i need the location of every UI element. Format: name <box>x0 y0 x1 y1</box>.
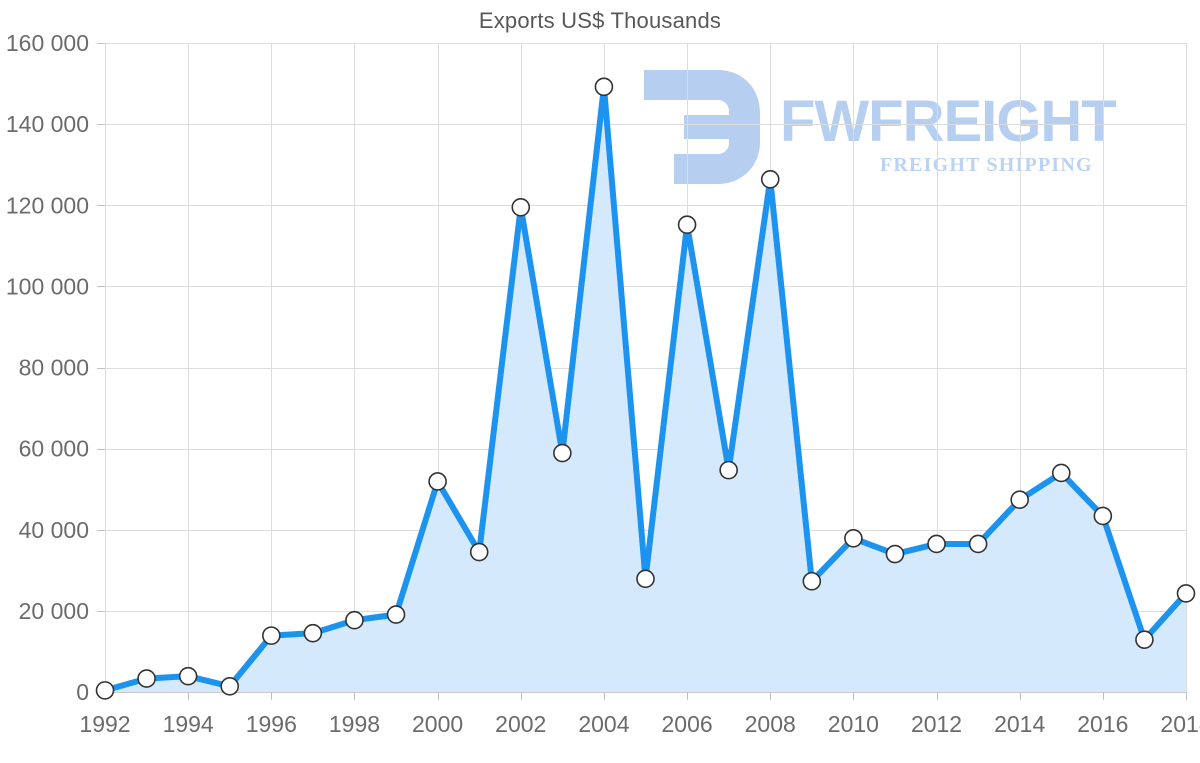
x-axis-tick-label: 2012 <box>911 711 962 737</box>
data-point-marker[interactable] <box>968 534 988 554</box>
y-axis-tick-label: 120 000 <box>6 192 89 218</box>
data-point-marker[interactable] <box>137 669 156 688</box>
data-point-marker[interactable] <box>760 169 780 189</box>
y-axis-tick-label: 60 000 <box>19 436 89 462</box>
x-axis-tick-label: 2006 <box>661 711 712 737</box>
data-point-marker[interactable] <box>1135 630 1154 649</box>
data-point-markers-group <box>95 77 1196 700</box>
y-axis-tick-labels-group: 0 20 000 40 000 60 000 80 000 100 000 120 000 1… <box>6 30 89 705</box>
x-axis-tick-label: 2016 <box>1077 711 1128 737</box>
x-axis-tick-label: 2014 <box>994 711 1045 737</box>
data-point-marker[interactable] <box>511 197 531 217</box>
data-point-marker[interactable] <box>262 626 281 645</box>
data-point-marker[interactable] <box>1010 490 1029 510</box>
y-axis-tick-label: 80 000 <box>19 355 89 381</box>
data-point-marker[interactable] <box>178 666 198 686</box>
data-point-marker[interactable] <box>386 605 406 624</box>
x-axis-tick-labels-group: 1992 1994 1996 1998 2000 2002 2004 2006 2008 2010… <box>79 711 1200 737</box>
data-point-marker[interactable] <box>469 542 489 562</box>
data-point-marker[interactable] <box>553 443 572 463</box>
data-point-marker[interactable] <box>885 544 905 564</box>
y-axis-tick-label: 0 <box>76 679 89 705</box>
x-axis-tick-label: 2010 <box>828 711 879 737</box>
data-point-marker[interactable] <box>594 77 614 97</box>
data-point-marker[interactable] <box>1093 506 1113 526</box>
data-point-marker[interactable] <box>927 534 946 554</box>
chart-title: Exports US$ Thousands <box>478 8 722 33</box>
x-axis-tick-label: 1992 <box>79 711 130 737</box>
x-axis-tick-label: 1998 <box>329 711 380 737</box>
data-point-marker[interactable] <box>802 571 822 591</box>
x-axis-tick-label: 1996 <box>246 711 297 737</box>
data-point-marker[interactable] <box>1176 584 1196 603</box>
x-axis-tick-label: 2008 <box>745 711 796 737</box>
data-point-marker[interactable] <box>1051 463 1071 483</box>
data-point-marker[interactable] <box>345 610 364 630</box>
data-point-marker[interactable] <box>95 681 115 700</box>
y-axis-tick-label: 100 000 <box>6 273 89 299</box>
area-fill <box>105 86 1186 692</box>
data-point-marker[interactable] <box>677 215 697 235</box>
data-point-marker[interactable] <box>220 677 240 696</box>
area-fill-group <box>105 86 1186 692</box>
data-point-marker[interactable] <box>428 472 447 491</box>
x-axis-tick-label: 2018 <box>1160 711 1200 737</box>
x-axis-tick-label: 1994 <box>163 711 214 737</box>
x-axis-tick-label: 2000 <box>412 711 463 737</box>
data-point-marker[interactable] <box>636 569 655 589</box>
x-axis-tick-label: 2002 <box>495 711 546 737</box>
y-axis-tick-label: 160 000 <box>6 30 89 56</box>
data-point-marker[interactable] <box>844 528 863 548</box>
y-axis-tick-label: 20 000 <box>19 598 89 624</box>
data-point-marker[interactable] <box>719 460 738 480</box>
x-axis-tick-label: 2004 <box>578 711 629 737</box>
y-axis-tick-label: 40 000 <box>19 517 89 543</box>
y-axis-tick-label: 140 000 <box>6 111 89 137</box>
data-point-marker[interactable] <box>303 623 323 643</box>
